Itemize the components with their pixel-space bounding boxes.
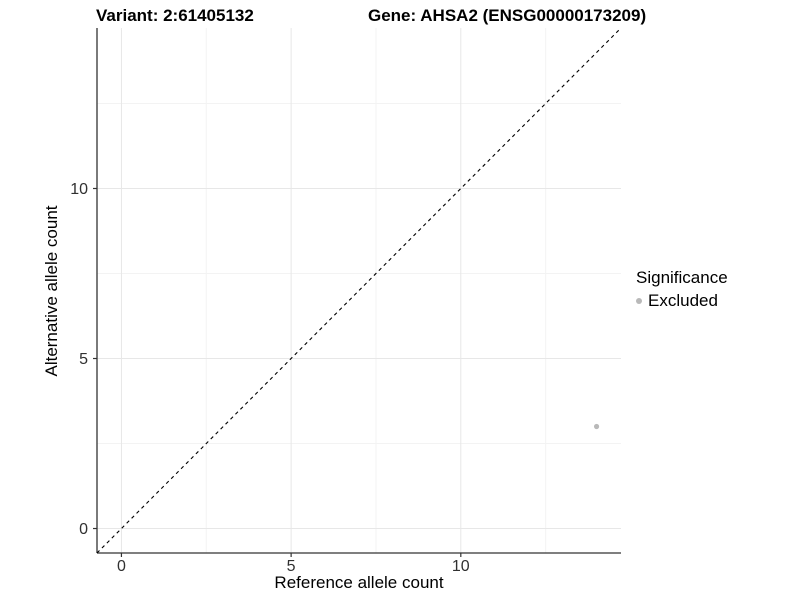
x-axis-title: Reference allele count [274, 573, 444, 592]
excluded-point-icon [636, 298, 642, 304]
variant-title: Variant: 2:61405132 [96, 6, 254, 25]
y-axis-title: Alternative allele count [42, 205, 61, 377]
data-point-excluded [593, 423, 600, 430]
gene-title: Gene: AHSA2 (ENSG00000173209) [368, 6, 647, 25]
x-tick-label: 0 [117, 558, 126, 575]
y-tick-label: 5 [79, 351, 88, 368]
x-tick-label: 5 [287, 558, 296, 575]
y-tick-label: 10 [70, 181, 88, 198]
identity-dashed-line [96, 27, 622, 554]
legend-item-excluded: Excluded [636, 291, 728, 311]
x-tick-label: 10 [452, 558, 470, 575]
legend-title: Significance [636, 268, 728, 287]
legend: Significance Excluded [636, 268, 728, 311]
legend-item-label: Excluded [648, 291, 718, 310]
y-tick-label: 0 [79, 521, 88, 538]
